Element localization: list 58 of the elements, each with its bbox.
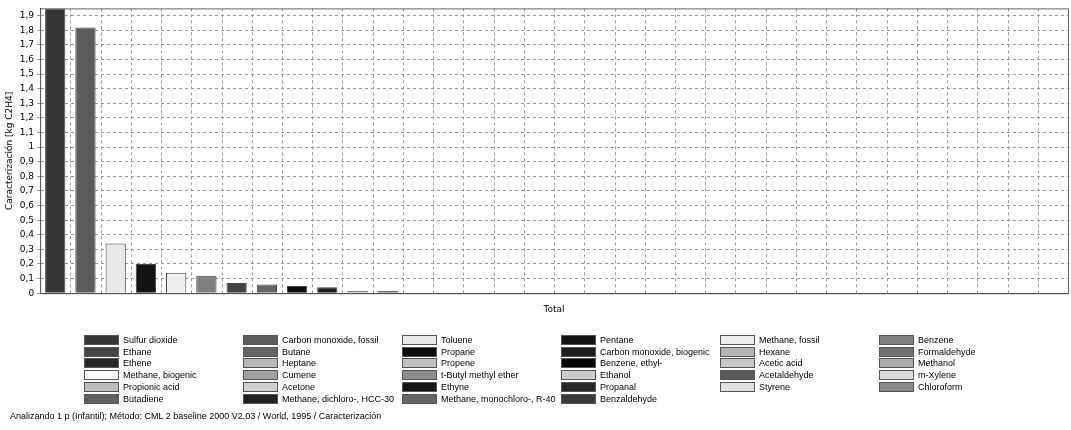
legend-label: Chloroform <box>918 382 963 393</box>
legend-label: Ethanol <box>600 370 631 381</box>
legend-label: Methane, biogenic <box>123 370 197 381</box>
y-axis-title: Caracterización [kg C2H4] <box>3 91 14 210</box>
legend-label: Methane, dichloro-, HCC-30 <box>282 393 395 404</box>
legend-label: Acetaldehyde <box>759 370 814 381</box>
y-tick-label: 0,1 <box>19 272 35 283</box>
legend-label: Butadiene <box>123 393 164 404</box>
legend-label: Methane, monochloro-, R-40 <box>441 393 556 404</box>
legend-label: Sulfur dioxide <box>123 334 178 345</box>
y-tick-label: 0,6 <box>19 199 35 210</box>
y-tick-label: 1,8 <box>19 24 35 35</box>
x-tick-label: Total <box>542 303 565 314</box>
legend-label: Carbon monoxide, fossil <box>282 334 379 345</box>
legend-label: Benzene <box>918 334 954 345</box>
y-tick-label: 0,7 <box>19 185 35 196</box>
legend-label: Propionic acid <box>123 382 180 393</box>
y-tick-label: 0,3 <box>19 243 35 254</box>
legend-label: Benzene, ethyl- <box>600 358 663 369</box>
legend-label: Propane <box>441 346 476 357</box>
legend-label: Acetic acid <box>759 358 803 369</box>
legend-label: Ethane <box>123 346 152 357</box>
y-tick-label: 0 <box>28 287 35 298</box>
y-tick-label: 1,1 <box>19 126 35 137</box>
y-tick-label: 1,5 <box>19 68 35 79</box>
legend-label: Toluene <box>441 334 473 345</box>
y-tick-label: 0,8 <box>19 170 35 181</box>
legend-label: t-Butyl methyl ether <box>441 370 519 381</box>
y-tick-label: 0,2 <box>19 258 35 269</box>
legend-label: Methane, fossil <box>759 334 820 345</box>
legend-label: Propanal <box>600 382 637 393</box>
legend-label: Ethene <box>123 358 152 369</box>
legend-label: m-Xylene <box>918 370 957 381</box>
y-tick-label: 0,9 <box>19 156 35 167</box>
y-tick-label: 1,3 <box>19 97 35 108</box>
y-tick-label: 0,4 <box>19 229 35 240</box>
legend-label: Butane <box>282 346 311 357</box>
y-tick-label: 1,9 <box>19 10 35 21</box>
legend-label: Acetone <box>282 382 316 393</box>
legend-label: Methanol <box>918 358 956 369</box>
legend-label: Ethyne <box>441 382 470 393</box>
bar <box>226 282 247 293</box>
legend-label: Formaldehyde <box>918 346 976 357</box>
legend-label: Pentane <box>600 334 634 345</box>
legend-label: Hexane <box>759 346 791 357</box>
legend-label: Cumene <box>282 370 317 381</box>
legend-label: Carbon monoxide, biogenic <box>600 346 710 357</box>
y-tick-label: 1,7 <box>19 39 35 50</box>
legend-label: Benzaldehyde <box>600 393 658 404</box>
y-tick-label: 1,2 <box>19 112 35 123</box>
y-tick-label: 1 <box>28 141 35 152</box>
text: Analizando 1 p (Infantil); Método: CML 2 baseline 2000 V2.03 / World, 1995 / Caracterización <box>10 410 383 421</box>
y-tick-label: 1,6 <box>19 53 35 64</box>
legend-label: Styrene <box>759 382 791 393</box>
y-tick-label: 0,5 <box>19 214 35 225</box>
legend-label: Heptane <box>282 358 317 369</box>
legend-label: Propene <box>441 358 476 369</box>
y-tick-label: 1,4 <box>19 83 35 94</box>
